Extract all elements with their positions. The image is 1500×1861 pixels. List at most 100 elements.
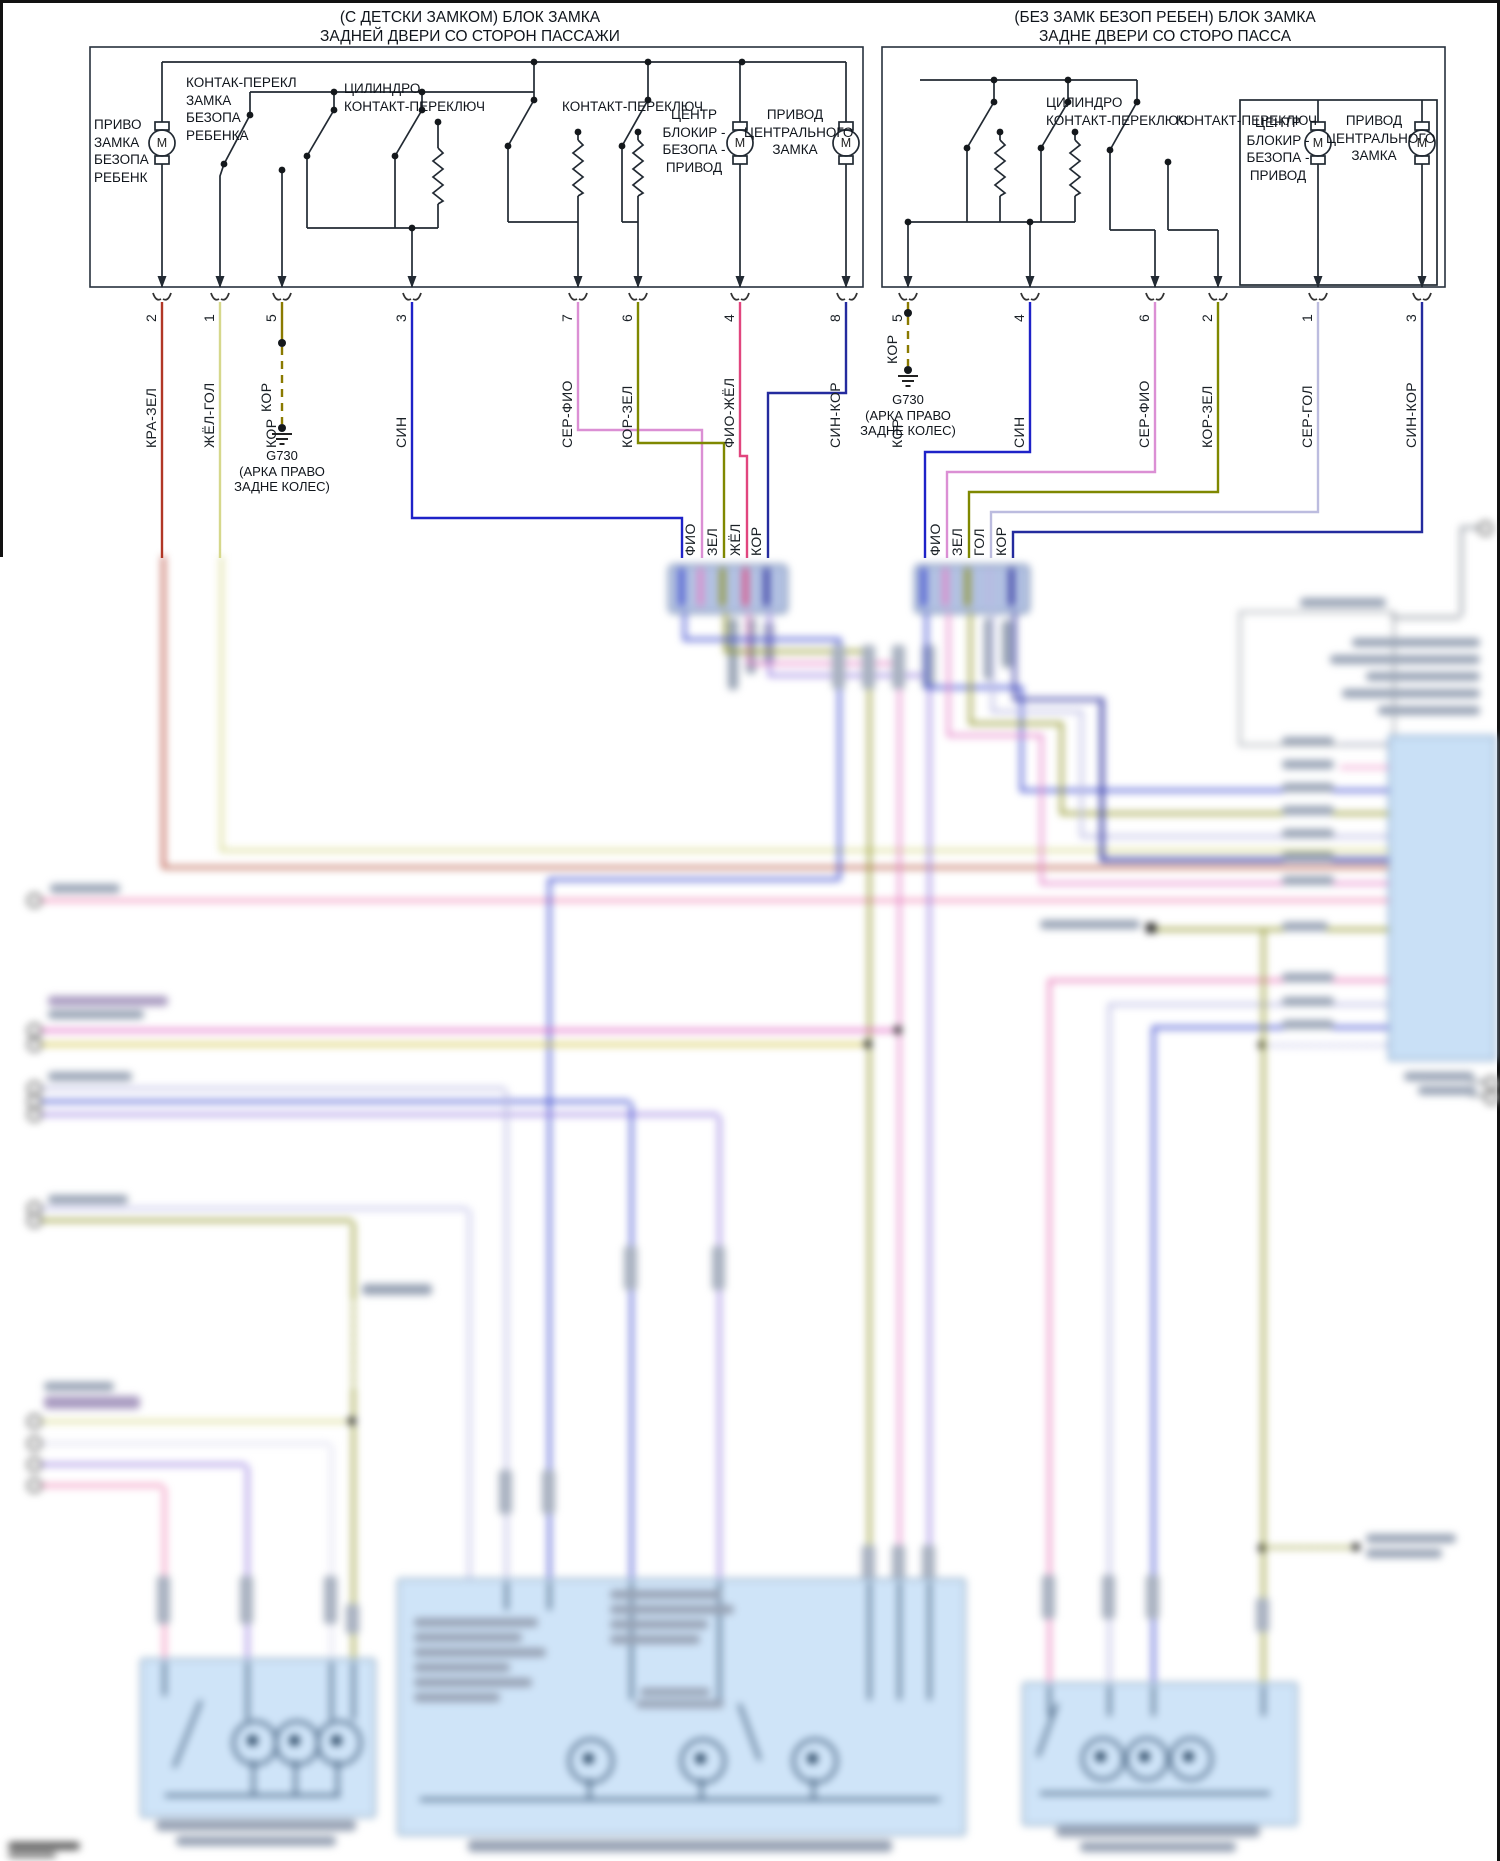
text-smudge	[156, 1820, 356, 1831]
text-smudge	[44, 1382, 114, 1391]
wire	[38, 1100, 630, 1103]
wire	[1100, 698, 1104, 860]
lamp-symbol	[680, 1738, 726, 1784]
wire	[928, 1582, 931, 1700]
wire-tag	[324, 1576, 337, 1624]
terminal-circle	[27, 1037, 42, 1052]
wire-dashed	[1262, 1546, 1356, 1549]
bus	[165, 1794, 340, 1797]
wire-tag	[1256, 1598, 1269, 1632]
wire	[991, 612, 994, 710]
wire-tag	[712, 1246, 725, 1290]
wire-tag	[922, 645, 935, 689]
wire-tag	[1102, 1575, 1115, 1619]
label-cylinder-switch-2: ЦИЛИНДРО КОНТАКТ-ПЕРЕКЛЮЧ	[1046, 95, 1187, 128]
wire	[683, 638, 838, 641]
text-smudge	[1080, 1842, 1236, 1852]
terminal-circle	[27, 1107, 42, 1122]
wire	[38, 1207, 468, 1210]
lamp-center	[1139, 1751, 1150, 1762]
wire	[947, 734, 1040, 737]
text-smudge	[1282, 783, 1334, 792]
label-contact-switch-2: КОНТАКТ-ПЕРЕКЛЮЧ	[1176, 113, 1317, 128]
text-smudge	[48, 996, 168, 1006]
wire	[548, 1582, 551, 1610]
wire-dashed	[352, 1296, 355, 1392]
label-child-lock-switch: КОНТАК-ПЕРЕКЛ ЗАМКА БЕЗОПА РЕБЕНКА	[186, 75, 297, 143]
wire	[925, 612, 928, 686]
text-smudge	[1366, 672, 1480, 681]
ground-g730-left: G730 (АРКА ПРАВО ЗАДНЕ КОЛЕС)	[234, 448, 330, 494]
wire	[505, 1582, 508, 1610]
text-smudge	[176, 1836, 336, 1846]
text-smudge	[728, 618, 738, 690]
wire	[336, 1760, 339, 1794]
wire	[812, 1778, 815, 1798]
left-lock-block	[89, 46, 864, 301]
connector-pin	[679, 568, 684, 606]
wire	[969, 722, 1060, 725]
wire	[38, 1484, 163, 1487]
text-smudge	[414, 1693, 500, 1702]
label-central-lock-unit: ЦЕНТР БЛОКИР - БЕЗОПА - ПРИВОД	[662, 107, 726, 175]
wire	[1040, 882, 1388, 885]
wire	[548, 878, 551, 1582]
text-smudge	[1282, 806, 1334, 815]
wire-tag	[240, 1576, 253, 1624]
connector-pin	[943, 568, 948, 606]
wire	[38, 1463, 246, 1466]
wire	[724, 612, 727, 652]
wire	[683, 612, 686, 640]
wire-tag	[624, 1246, 637, 1290]
connector-pin	[720, 568, 725, 606]
connector-pin	[921, 568, 926, 606]
right-door-module	[1388, 735, 1496, 1061]
wire	[1080, 835, 1388, 838]
bus	[420, 1798, 940, 1801]
text-smudge	[1330, 655, 1480, 664]
wire	[330, 1662, 333, 1720]
text-smudge	[746, 618, 756, 674]
wire	[163, 1487, 166, 1662]
text-smudge	[44, 1396, 140, 1409]
pin-exits	[152, 276, 858, 301]
text-smudge	[414, 1678, 532, 1687]
connector-pin	[965, 568, 970, 606]
connector-pin	[743, 568, 748, 606]
wire	[925, 686, 1020, 689]
wire	[252, 1760, 255, 1794]
wire	[718, 1116, 721, 1700]
lamp-symbol	[568, 1738, 614, 1784]
wire	[162, 866, 1388, 869]
wire	[1060, 812, 1388, 815]
wire	[246, 1662, 249, 1720]
wire	[969, 612, 972, 722]
wire	[718, 1582, 721, 1700]
wire	[1020, 789, 1388, 792]
text-smudge	[1342, 689, 1480, 698]
wire	[1152, 1686, 1155, 1716]
text-smudge	[984, 618, 994, 680]
lamp-center	[695, 1753, 706, 1764]
motor-letter: M	[734, 136, 746, 150]
text-smudge	[610, 1635, 700, 1644]
wire	[1470, 1094, 1488, 1097]
wire	[1460, 526, 1480, 529]
wire-tag	[1042, 1575, 1055, 1619]
junction-dots-2	[904, 76, 1172, 226]
splice-marker	[1146, 923, 1156, 933]
wire	[330, 1445, 333, 1662]
wire	[838, 638, 841, 880]
terminal-circle	[27, 1436, 42, 1451]
splice-dot	[864, 1040, 872, 1048]
text-smudge	[1300, 598, 1386, 607]
text-smudge	[636, 1700, 724, 1708]
text-smudge	[1366, 1549, 1442, 1558]
wire	[898, 1582, 901, 1700]
wire	[1048, 1686, 1051, 1716]
wire-tag	[157, 1576, 170, 1624]
lamp-center	[807, 1753, 818, 1764]
wire	[352, 1222, 355, 1296]
pin-exits-2	[898, 276, 1432, 301]
